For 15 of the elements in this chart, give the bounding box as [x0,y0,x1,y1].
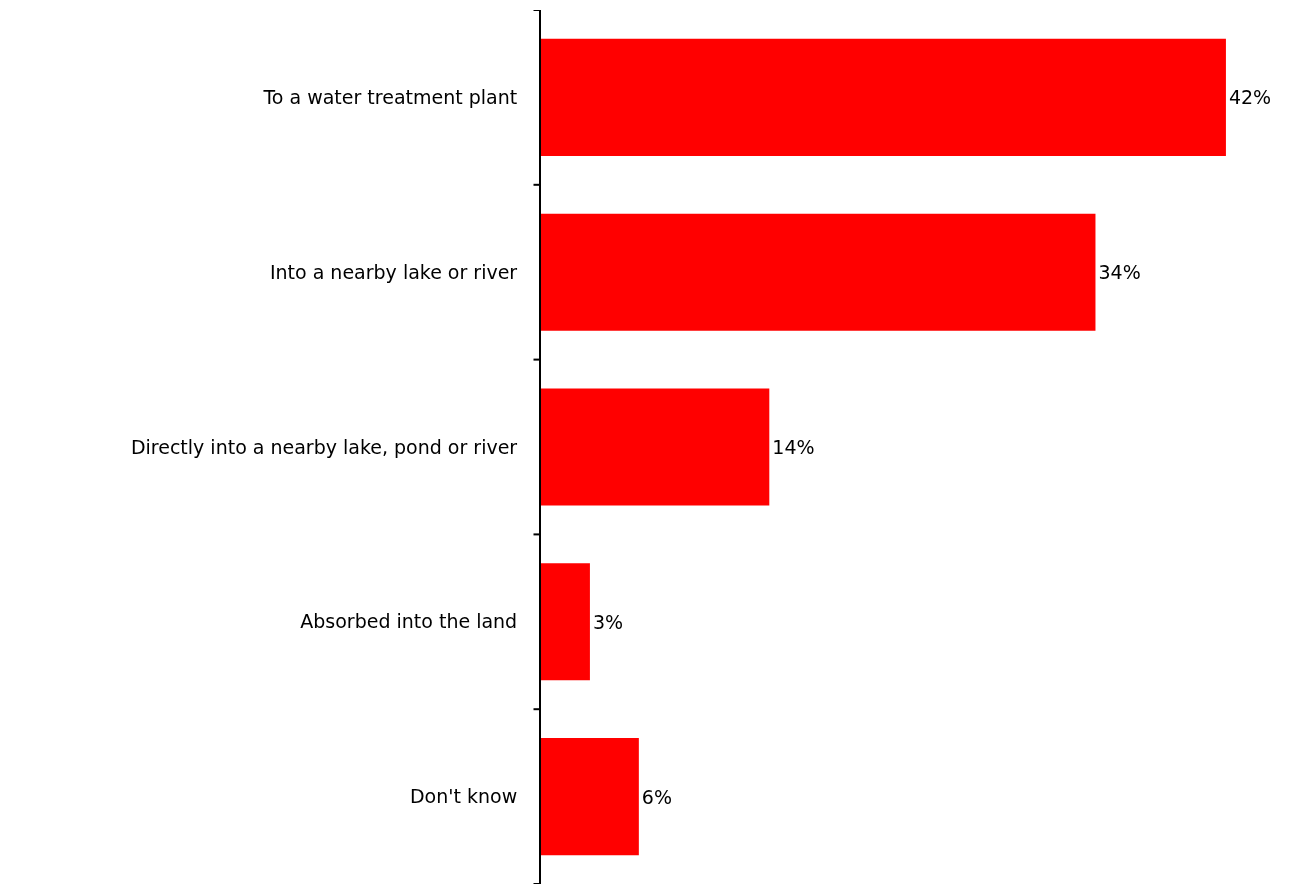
y-tick-label: To a water treatment plant [262,86,518,109]
y-tick-label: Directly into a nearby lake, pond or river [130,435,518,458]
bar [541,738,639,856]
bar [541,563,590,681]
data-label: 3% [592,610,624,633]
data-label: 6% [641,785,673,808]
y-tick-label: Don't know [409,785,518,808]
data-label: 14% [772,436,815,458]
y-tick-label: Into a nearby lake or river [269,260,518,283]
bar [541,38,1226,156]
data-label: 42% [1228,86,1272,109]
y-tick-label: Absorbed into the land [300,610,518,633]
data-label: 34% [1098,261,1141,284]
bar [541,213,1096,331]
bar [541,388,770,506]
